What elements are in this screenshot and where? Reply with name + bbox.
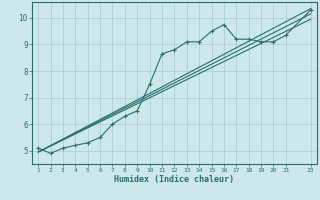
X-axis label: Humidex (Indice chaleur): Humidex (Indice chaleur) [115, 175, 234, 184]
